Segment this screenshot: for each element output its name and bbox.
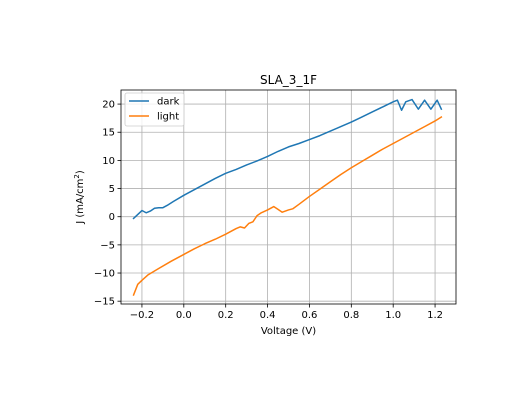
x-tick-label: 0.6 [301,310,317,321]
y-tick-label: −10 [94,269,115,280]
legend-label-dark: dark [157,97,180,108]
chart-title: SLA_3_1F [260,73,317,87]
plot-frame [120,89,457,305]
series-line-dark [132,98,443,220]
series-line-light [132,115,443,296]
y-tick-label: −5 [100,240,115,251]
x-tick-label: 1.0 [385,310,401,321]
y-axis-label: J (mA/cm2) [73,170,86,225]
y-axis-label-main: J (mA/cm [75,179,86,225]
series-layer [132,98,443,296]
y-axis-label-end: ) [75,170,86,174]
y-tick-label: −15 [94,297,115,308]
legend-label-light: light [157,112,179,123]
x-tick-label: −0.2 [130,310,154,321]
legend: dark light [124,92,185,127]
x-tick-label: 1.2 [427,310,443,321]
grid [121,90,456,304]
y-tick-label: 20 [102,100,115,111]
y-tick-label: 0 [109,212,115,223]
x-tick-label: 0.2 [218,310,234,321]
x-tick-label: 0.4 [260,310,276,321]
x-tick-label: 0.0 [176,310,192,321]
y-axis-label-superscript: 2 [73,174,81,178]
y-tick-label: 15 [102,128,115,139]
x-axis-label: Voltage (V) [261,326,316,337]
x-ticks: −0.2 0.0 0.2 0.4 0.6 0.8 1.0 1.2 [130,304,443,321]
y-tick-label: 10 [102,156,115,167]
y-ticks: −15 −10 −5 0 5 10 15 20 [94,100,121,308]
y-tick-label: 5 [109,184,115,195]
x-tick-label: 0.8 [343,310,359,321]
